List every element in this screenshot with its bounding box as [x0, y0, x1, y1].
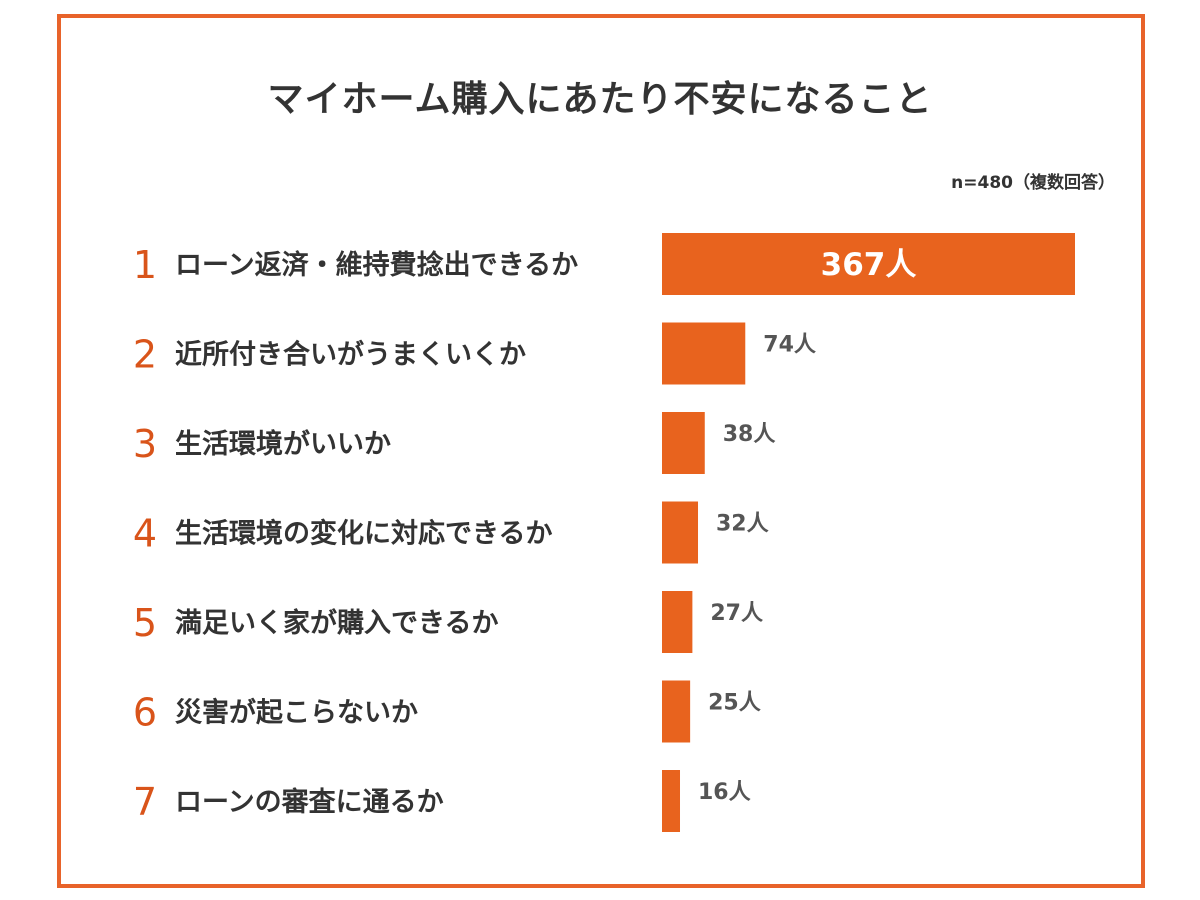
bar [662, 233, 1075, 295]
rank-number: 5 [133, 601, 157, 645]
sample-size-note: n=480（複数回答） [951, 173, 1115, 193]
category-label: ローン返済・維持費捻出できるか [175, 249, 578, 281]
category-label: ローンの審査に通るか [175, 787, 444, 818]
category-label: 生活環境がいいか [175, 428, 391, 460]
bar [662, 591, 693, 653]
bar [662, 412, 705, 474]
category-label: 生活環境の変化に対応できるか [175, 518, 552, 550]
value-label: 38人 [723, 422, 776, 447]
rank-number: 7 [133, 780, 157, 824]
value-label: 74人 [763, 333, 816, 358]
bar [662, 680, 691, 743]
bar [662, 770, 681, 832]
category-label: 災害が起こらないか [175, 697, 418, 729]
value-label: 16人 [698, 780, 751, 805]
chart-frame [57, 14, 1145, 888]
category-label: 満足いく家が購入できるか [175, 607, 498, 639]
value-label: 32人 [716, 512, 769, 537]
bar [662, 501, 699, 564]
value-label: 27人 [710, 601, 763, 626]
rank-number: 6 [133, 691, 157, 735]
rank-number: 1 [133, 243, 157, 287]
bar [662, 322, 746, 385]
category-label: 近所付き合いがうまくいくか [175, 339, 526, 371]
value-label: 367人 [821, 247, 917, 283]
value-label: 25人 [708, 691, 761, 716]
rank-number: 4 [133, 512, 157, 556]
chart-title: マイホーム購入にあたり不安になること [267, 79, 933, 120]
rank-number: 3 [133, 422, 157, 466]
rank-number: 2 [133, 333, 157, 377]
